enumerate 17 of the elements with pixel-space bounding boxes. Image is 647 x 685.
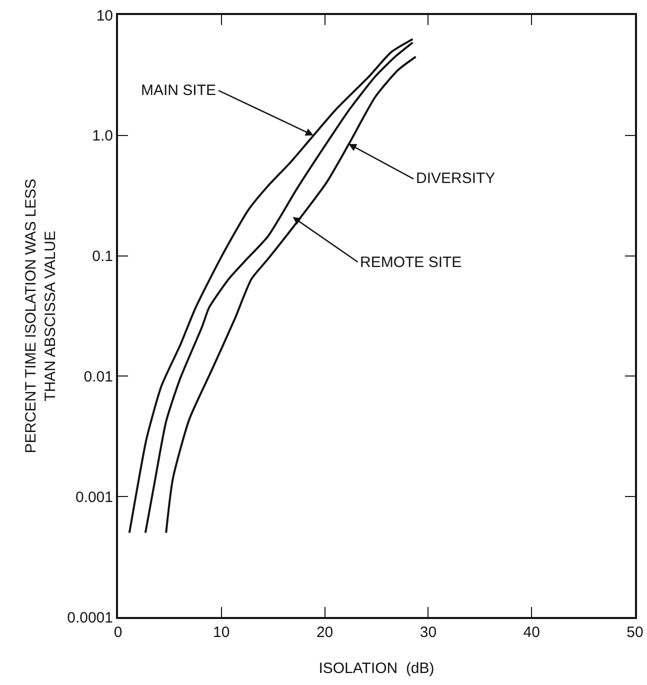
- y-axis-title: PERCENT TIME ISOLATION WAS LESS THAN ABSCISSA VALUE: [22, 178, 59, 454]
- x-tick-label: 0: [114, 624, 122, 641]
- x-tick-label: 40: [523, 624, 540, 641]
- annotation: MAIN SITE: [141, 82, 216, 99]
- y-tick-label: 10: [96, 7, 113, 24]
- x-tick-label: 10: [213, 624, 230, 641]
- y-tick-label: 0.01: [84, 368, 113, 386]
- x-axis-title: ISOLATION (dB): [318, 660, 434, 677]
- y-tick-label: 0.1: [92, 248, 113, 266]
- x-tick-label: 50: [626, 624, 644, 641]
- x-tick-label: 30: [420, 624, 437, 641]
- annotation: DIVERSITY: [416, 170, 496, 187]
- y-tick-label: 0.001: [75, 488, 113, 506]
- x-tick-label: 20: [316, 624, 334, 641]
- y-tick-label: 0.0001: [67, 609, 113, 626]
- y-tick-label: 1.0: [92, 128, 113, 145]
- annotation: REMOTE SITE: [360, 254, 462, 271]
